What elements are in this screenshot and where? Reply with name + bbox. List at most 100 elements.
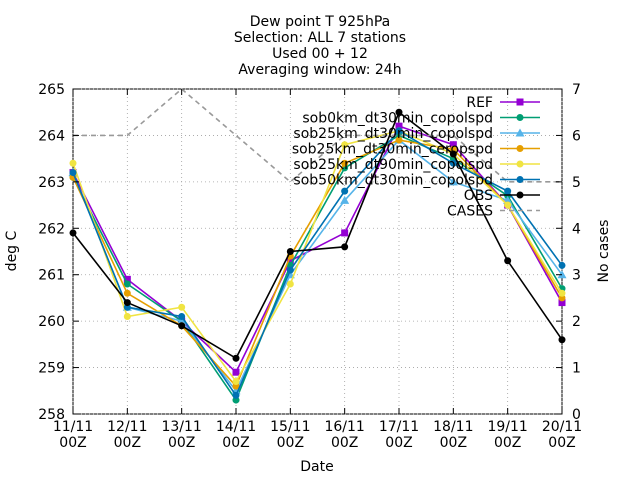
data-point [558, 299, 566, 307]
y2-tick-label: 7 [572, 82, 581, 98]
data-point [395, 127, 403, 135]
series-line [73, 87, 562, 183]
y2-tick-label: 5 [572, 175, 581, 191]
series-line [72, 125, 563, 374]
data-point [504, 187, 512, 195]
data-point [178, 313, 186, 320]
axis-ticks: 11/1100Z12/1100Z13/1100Z14/1100Z15/1100Z… [38, 82, 582, 451]
legend-marker [515, 128, 525, 137]
title-line-2: Selection: ALL 7 stations [234, 30, 406, 46]
x-axis-title: Date [300, 459, 333, 475]
legend-marker [516, 145, 524, 152]
x-tick-label: 17/11 [379, 419, 419, 435]
y-tick-label: 262 [38, 221, 65, 237]
data-point [340, 195, 350, 204]
x-tick-label: 19/11 [487, 419, 527, 435]
data-point [178, 303, 186, 311]
title-line-3: Used 00 + 12 [272, 46, 368, 62]
data-point [286, 266, 294, 274]
y-tick-label: 263 [38, 175, 65, 191]
data-point [286, 280, 294, 288]
x-tick-label: 00Z [385, 435, 412, 451]
data-point [178, 322, 186, 330]
data-point [449, 150, 457, 158]
data-point [232, 368, 240, 376]
data-point [69, 229, 77, 237]
x-tick-label: 14/11 [216, 419, 256, 435]
data-point [448, 177, 458, 186]
series-5 [69, 127, 566, 399]
legend-label: sob25km_dt30min_ceropspd [292, 142, 493, 158]
legend-label: CASES [447, 204, 493, 220]
x-tick-label: 00Z [277, 435, 304, 451]
legend-label: sob25km_dt90min_copolspd [293, 157, 493, 173]
y2-tick-label: 3 [572, 268, 581, 284]
legend-label: sob0km_dt30min_copolspd [302, 111, 493, 127]
data-point [123, 289, 131, 297]
x-tick-label: 00Z [222, 435, 249, 451]
y2-axis-title: No cases [596, 220, 612, 283]
series-6 [69, 108, 566, 362]
y-tick-label: 260 [38, 314, 65, 330]
y-tick-label: 261 [38, 268, 65, 284]
y2-tick-label: 1 [572, 361, 581, 377]
legend-marker [516, 160, 524, 168]
data-point [123, 280, 131, 288]
legend-label: OBS [464, 188, 493, 204]
data-point [123, 299, 131, 307]
x-tick-label: 11/11 [53, 419, 93, 435]
legend-marker [516, 191, 524, 199]
data-point [558, 289, 566, 297]
data-point [286, 248, 294, 255]
y-tick-label: 265 [38, 82, 65, 98]
x-tick-label: 00Z [331, 435, 358, 451]
y2-tick-label: 2 [572, 314, 581, 330]
data-point [341, 187, 349, 195]
legend-label: REF [466, 95, 493, 111]
data-point [232, 354, 240, 362]
y2-tick-label: 6 [572, 128, 581, 144]
data-point [558, 336, 566, 344]
y2-tick-label: 4 [572, 221, 581, 237]
x-tick-label: 00Z [548, 435, 575, 451]
y2-tick-label: 0 [572, 407, 581, 423]
data-point [341, 243, 349, 251]
data-point [449, 141, 457, 149]
grid [72, 88, 563, 415]
y-tick-label: 259 [38, 361, 65, 377]
data-point [395, 122, 403, 130]
chart-title: Dew point T 925hPa Selection: ALL 7 stat… [234, 14, 406, 78]
data-point [123, 313, 131, 320]
series-7 [73, 87, 562, 183]
x-tick-label: 00Z [59, 435, 86, 451]
data-point [341, 159, 349, 167]
legend-marker [516, 114, 524, 121]
data-point [395, 108, 403, 116]
legend-marker [516, 176, 524, 183]
data-point [449, 159, 457, 167]
x-tick-label: 00Z [494, 435, 521, 451]
x-tick-label: 00Z [440, 435, 467, 451]
data-point [395, 136, 403, 144]
x-tick-label: 00Z [114, 435, 141, 451]
title-line-1: Dew point T 925hPa [250, 14, 390, 30]
y-tick-label: 258 [38, 407, 65, 423]
x-tick-label: 20/11 [542, 419, 582, 435]
title-line-4: Averaging window: 24h [238, 62, 401, 78]
x-tick-label: 18/11 [433, 419, 473, 435]
data-point [123, 275, 131, 283]
y-tick-label: 264 [38, 128, 65, 144]
series-line [72, 110, 563, 360]
data-point [177, 316, 187, 325]
data-point [286, 257, 294, 265]
x-tick-label: 15/11 [270, 419, 310, 435]
data-point [69, 169, 77, 177]
data-point [558, 261, 566, 269]
x-tick-label: 13/11 [161, 419, 201, 435]
data-point [341, 141, 349, 149]
data-point [504, 201, 512, 209]
data-point [341, 229, 349, 237]
data-point [69, 159, 77, 167]
